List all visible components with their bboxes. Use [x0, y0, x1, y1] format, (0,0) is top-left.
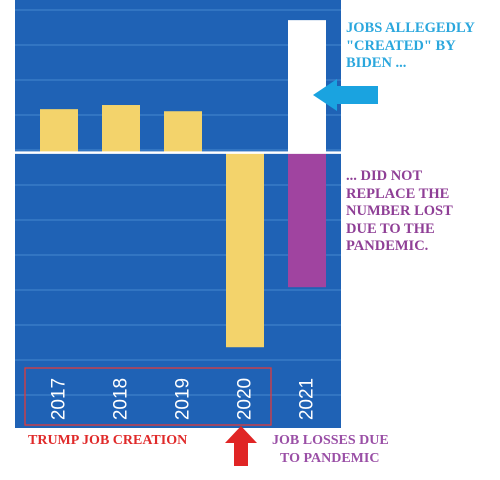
gridline: [15, 44, 341, 46]
note-created-line: JOBS ALLEGEDLY: [346, 20, 475, 36]
note-notreplaced-line: ... DID NOT: [346, 168, 423, 184]
x-tick-label: 2019: [173, 378, 194, 420]
chart-bars: [40, 20, 326, 348]
x-tick-label: 2020: [235, 378, 256, 420]
note-losses-line: JOB LOSSES DUE: [272, 433, 389, 448]
x-tick-label: 2018: [111, 378, 132, 420]
bar-2021-lost: [288, 152, 326, 288]
bar-2018: [102, 105, 140, 153]
note-created-line: BIDEN ...: [346, 55, 407, 71]
trump-job-creation-label: TRUMP JOB CREATION: [28, 433, 188, 448]
note-created-line: "CREATED" BY: [346, 37, 456, 54]
gridline: [15, 324, 341, 326]
note-notreplaced-line: DUE TO THE: [346, 220, 435, 237]
gridline: [15, 79, 341, 81]
arrow-left-icon: [313, 79, 378, 111]
x-tick-label: 2021: [297, 378, 318, 420]
x-tick-label: 2017: [49, 378, 70, 420]
chart-panel: [15, 0, 341, 428]
note-notreplaced-line: NUMBER LOST: [346, 203, 453, 219]
note-notreplaced-line: PANDEMIC.: [346, 238, 429, 254]
bar-2019: [164, 111, 202, 153]
note-losses-line: TO PANDEMIC: [280, 451, 380, 466]
bar-2017: [40, 109, 78, 153]
note-notreplaced-line: REPLACE THE: [346, 185, 450, 202]
gridline: [15, 184, 341, 186]
arrow-up-icon: [225, 426, 257, 466]
x-tick-labels: 2017 2018 2019 2020 2021: [49, 378, 318, 420]
gridline: [15, 289, 341, 291]
gridline: [15, 9, 341, 11]
job-losses-label: JOB LOSSES DUE TO PANDEMIC: [272, 432, 389, 468]
gridline: [15, 359, 341, 361]
gridline: [15, 394, 341, 396]
trump-years-box: [24, 367, 272, 426]
bar-2021: [288, 20, 326, 153]
created-annotation: JOBS ALLEGEDLY "CREATED" BY BIDEN ...: [346, 20, 475, 73]
gridline: [15, 219, 341, 221]
gridline: [15, 254, 341, 256]
not-replaced-annotation: ... DID NOT REPLACE THE NUMBER LOST DUE TO …: [346, 168, 453, 256]
bar-2020: [226, 152, 264, 348]
